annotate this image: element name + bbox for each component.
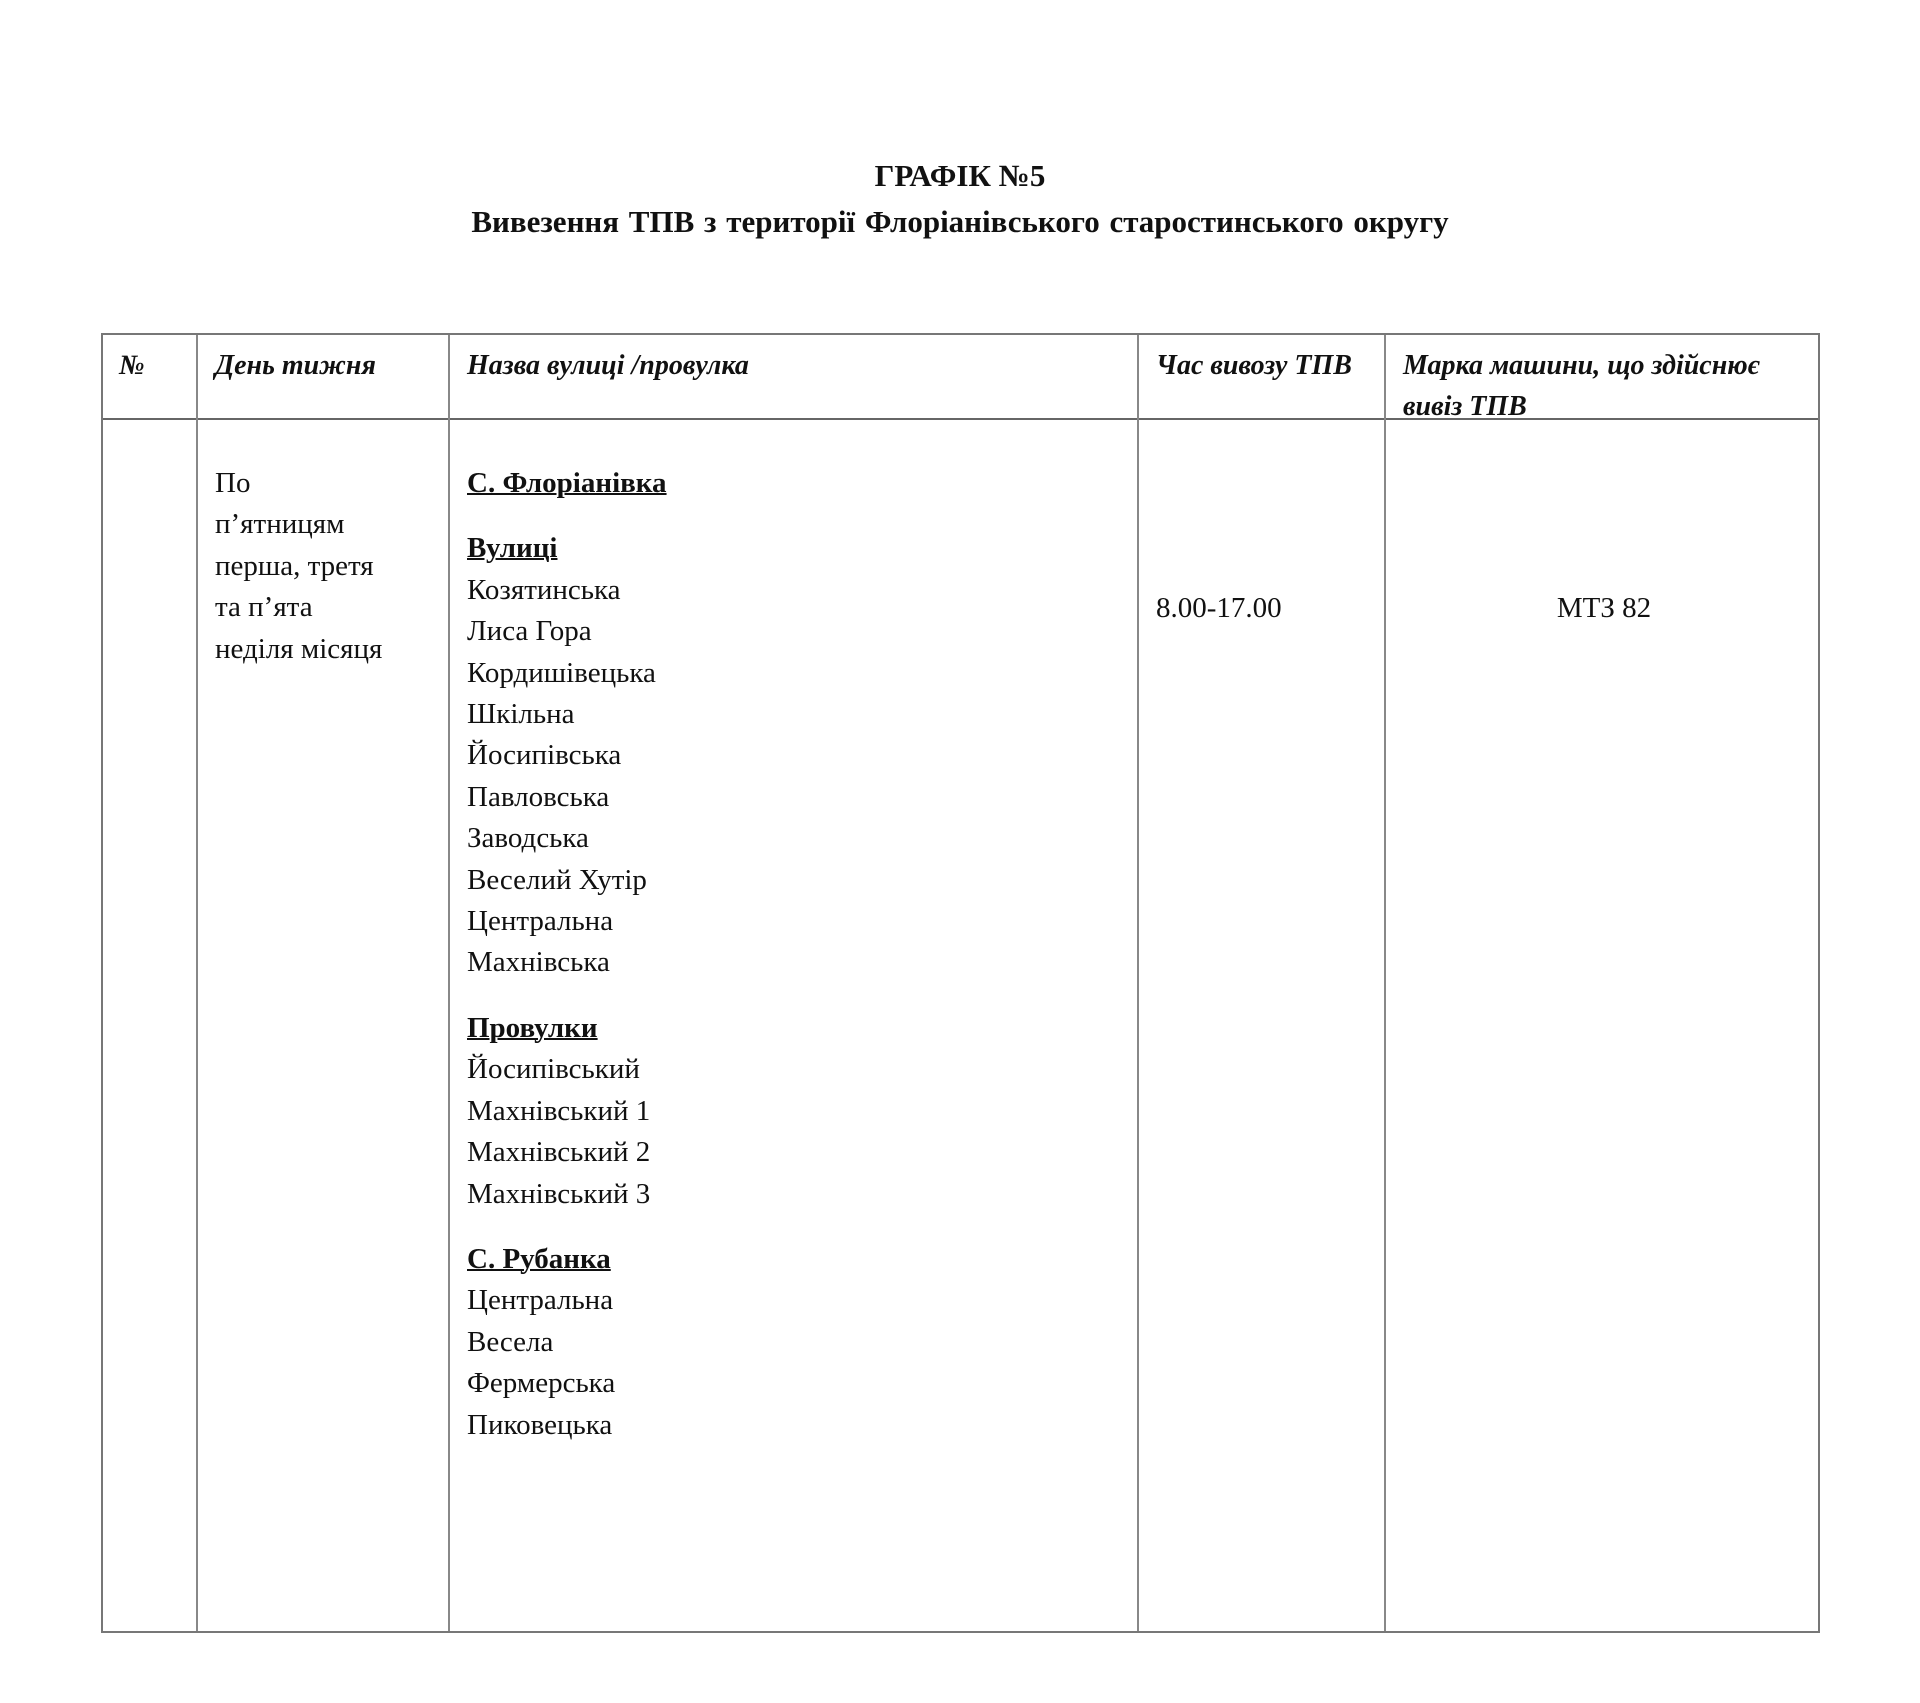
day-cell: По п’ятницям перша, третя та п’ята неділ… bbox=[215, 463, 382, 670]
day-line: перша, третя bbox=[215, 549, 374, 582]
village-heading: С. Рубанка bbox=[467, 1242, 611, 1275]
header-street: Назва вулиці /провулка bbox=[467, 350, 749, 381]
street-item: Йосипівська bbox=[467, 739, 622, 772]
column-divider bbox=[196, 335, 198, 1631]
header-day: День тижня bbox=[215, 350, 376, 381]
header-number: № bbox=[119, 350, 145, 381]
column-divider bbox=[448, 335, 450, 1631]
schedule-table: № День тижня Назва вулиці /провулка Час … bbox=[101, 333, 1820, 1633]
village-heading: С. Флоріанівка bbox=[467, 467, 667, 499]
day-line: п’ятницям bbox=[215, 508, 345, 541]
day-line: По bbox=[215, 467, 251, 499]
street-item: Кордишівецька bbox=[467, 656, 656, 689]
street-item: Веселий Хутір bbox=[467, 863, 647, 896]
page-title: ГРАФІК №5 bbox=[874, 158, 1046, 193]
header-time: Час вивозу ТПВ bbox=[1156, 350, 1352, 381]
street-item: Шкільна bbox=[467, 698, 575, 731]
street-item: Павловська bbox=[467, 780, 610, 813]
column-divider bbox=[1384, 335, 1386, 1631]
street-item: Йосипівський bbox=[467, 1053, 640, 1086]
day-line: неділя місяця bbox=[215, 632, 383, 665]
street-item: Махнівський 3 bbox=[467, 1177, 651, 1210]
street-item: Козятинська bbox=[467, 573, 621, 606]
street-item: Заводська bbox=[467, 822, 589, 855]
header-divider bbox=[103, 418, 1818, 420]
column-divider bbox=[1137, 335, 1139, 1631]
street-cell: С. Флоріанівка Вулиці Козятинська Лиса Го… bbox=[467, 463, 667, 1446]
street-item: Весела bbox=[467, 1325, 554, 1358]
header-vehicle: Марка машини, що здійснює вивіз ТПВ bbox=[1403, 350, 1760, 422]
street-item: Махнівський 1 bbox=[467, 1094, 651, 1127]
street-item: Махнівська bbox=[467, 946, 610, 979]
lanes-heading: Провулки bbox=[467, 1011, 598, 1044]
time-cell: 8.00-17.00 bbox=[1156, 592, 1282, 624]
street-item: Фермерська bbox=[467, 1367, 616, 1400]
day-line: та п’ята bbox=[215, 591, 313, 624]
street-item: Пиковецька bbox=[467, 1408, 613, 1441]
vehicle-cell: МТЗ 82 bbox=[1556, 592, 1652, 624]
street-item: Центральна bbox=[467, 905, 614, 938]
page-subtitle: Вивезення ТПВ з території Флоріанівськог… bbox=[471, 204, 1449, 239]
streets-heading: Вулиці bbox=[467, 532, 558, 565]
street-item: Махнівський 2 bbox=[467, 1136, 651, 1169]
street-item: Центральна bbox=[467, 1284, 614, 1317]
street-item: Лиса Гора bbox=[467, 615, 592, 648]
